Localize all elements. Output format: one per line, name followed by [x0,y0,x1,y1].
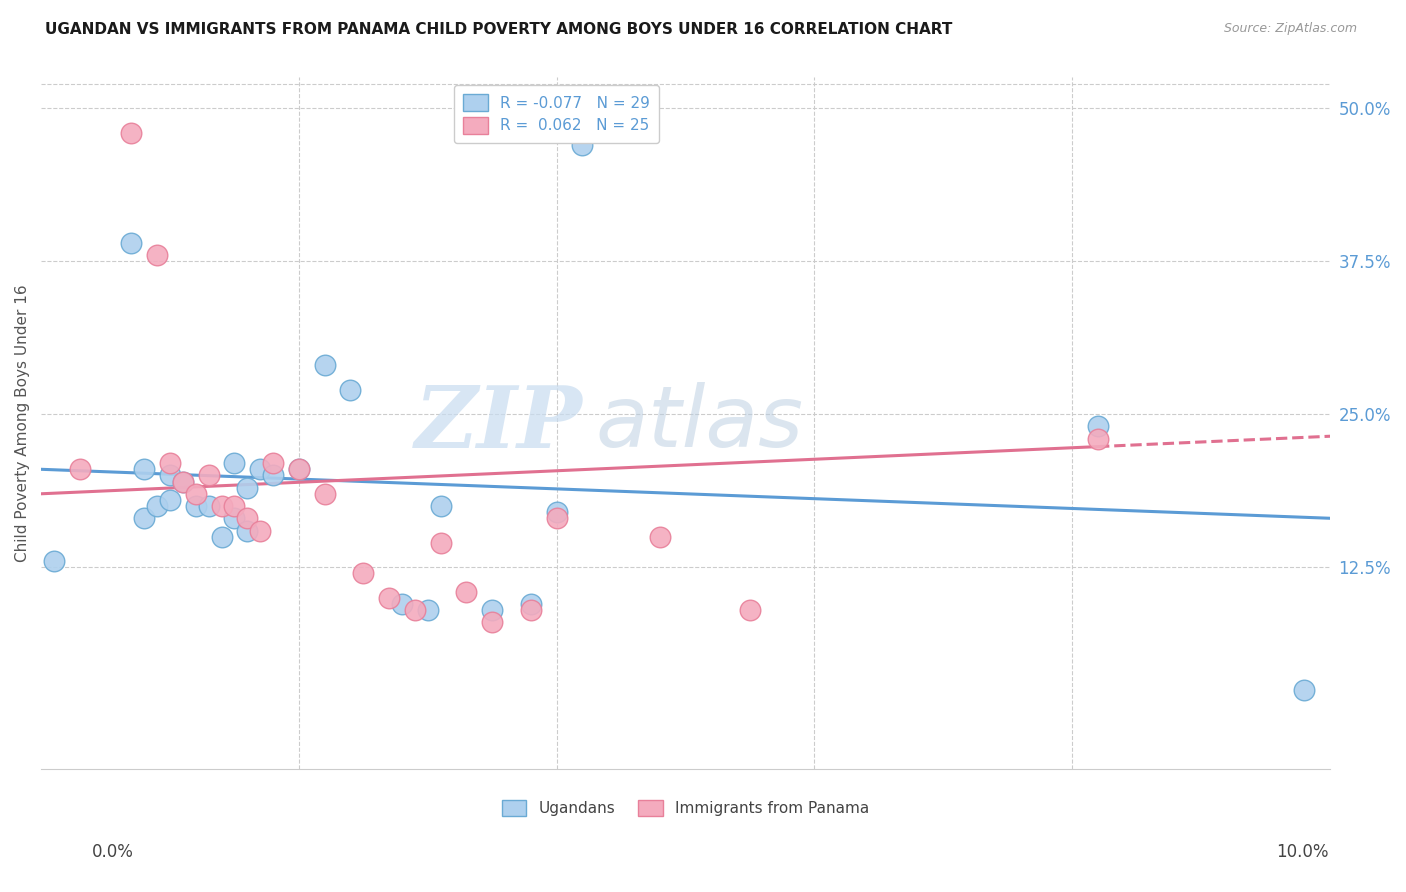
Point [481,615,503,630]
Point [339,383,361,397]
Point [571,137,593,152]
Point [184,487,207,501]
Point [197,468,219,483]
Text: Source: ZipAtlas.com: Source: ZipAtlas.com [1223,22,1357,36]
Point [42,554,65,568]
Point [236,524,259,538]
Point [546,511,568,525]
Point [416,603,439,617]
Point [236,481,259,495]
Point [172,475,194,489]
Point [481,603,503,617]
Text: UGANDAN VS IMMIGRANTS FROM PANAMA CHILD POVERTY AMONG BOYS UNDER 16 CORRELATION : UGANDAN VS IMMIGRANTS FROM PANAMA CHILD … [45,22,952,37]
Point [120,126,142,140]
Point [159,456,181,470]
Text: 0.0%: 0.0% [91,843,134,861]
Point [738,603,761,617]
Point [314,487,336,501]
Point [404,603,426,617]
Point [134,462,156,476]
Point [249,524,271,538]
Point [378,591,401,605]
Point [159,492,181,507]
Point [262,456,284,470]
Text: atlas: atlas [595,382,803,465]
Point [288,462,311,476]
Point [159,468,181,483]
Point [429,535,451,549]
Point [1294,682,1316,697]
Point [249,462,271,476]
Point [546,505,568,519]
Point [262,468,284,483]
Point [391,597,413,611]
Point [520,597,543,611]
Point [429,499,451,513]
Point [146,248,169,262]
Point [224,511,246,525]
Point [520,603,543,617]
Point [184,499,207,513]
Point [197,499,219,513]
Point [211,499,233,513]
Point [314,358,336,372]
Text: 10.0%: 10.0% [1277,843,1329,861]
Point [224,456,246,470]
Point [236,511,259,525]
Point [352,566,374,581]
Point [224,499,246,513]
Point [1087,419,1109,434]
Legend: Ugandans, Immigrants from Panama: Ugandans, Immigrants from Panama [495,792,877,824]
Point [288,462,311,476]
Point [69,462,91,476]
Point [211,530,233,544]
Point [456,584,478,599]
Point [648,530,671,544]
Y-axis label: Child Poverty Among Boys Under 16: Child Poverty Among Boys Under 16 [15,285,30,562]
Point [134,511,156,525]
Point [1087,432,1109,446]
Point [172,475,194,489]
Point [146,499,169,513]
Point [120,235,142,250]
Text: ZIP: ZIP [415,382,582,465]
